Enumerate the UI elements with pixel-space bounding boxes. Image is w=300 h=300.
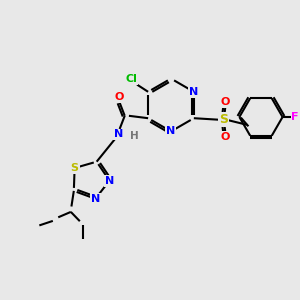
Text: O: O xyxy=(221,132,230,142)
Text: S: S xyxy=(70,163,79,173)
Text: S: S xyxy=(219,113,228,126)
Text: F: F xyxy=(291,112,299,122)
Text: N: N xyxy=(114,129,123,140)
Text: H: H xyxy=(130,131,139,141)
Text: N: N xyxy=(105,176,114,186)
Text: N: N xyxy=(167,126,176,136)
Text: O: O xyxy=(221,97,230,107)
Text: Cl: Cl xyxy=(126,74,138,84)
Text: O: O xyxy=(114,92,123,102)
Text: N: N xyxy=(189,87,199,97)
Text: N: N xyxy=(91,194,100,204)
